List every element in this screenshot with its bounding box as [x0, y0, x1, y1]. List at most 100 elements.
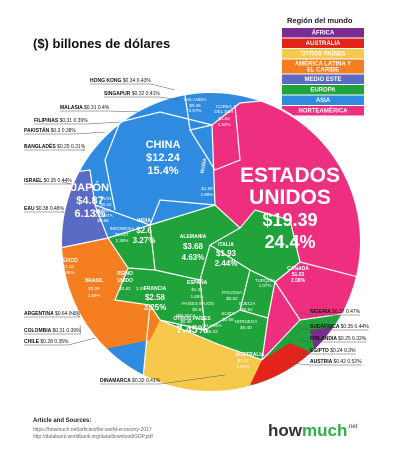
label-china: CHINA [146, 139, 181, 151]
inner-labels: ESTADOS UNIDOS $19.39 24.4% CHINA $12.24… [58, 97, 340, 369]
label-indonesia-value: $1.02T [115, 232, 129, 237]
callout-leader [69, 311, 81, 318]
callout-label: COLOMBIA $0.31 0.39% [24, 328, 81, 334]
callout-leader [75, 131, 106, 135]
callout-label: FILIPINAS $0.31 0.39% [34, 118, 88, 124]
label-brazil-value: $2.06 [88, 286, 100, 291]
label-korea-line2: DEL SUR [214, 109, 234, 114]
callout-leader [61, 181, 72, 185]
callout-label: EAU $0.38 0.48% [24, 206, 65, 212]
label-saudi-line2: SAUDITA [93, 213, 112, 218]
legend-label: AUSTRALIA [306, 41, 341, 47]
callout-leader [299, 327, 311, 331]
label-mexico-share: 1.45% [62, 270, 75, 275]
label-russia: RUSIA [200, 157, 209, 174]
callout-dinamarca: DINAMARCA $0.32 0.41% [100, 374, 226, 385]
label-iran-value: $0.44 [100, 202, 112, 207]
label-indonesia-share: 1.28% [116, 238, 129, 243]
cell-europe [108, 205, 300, 360]
label-france-value: $2.58 [145, 293, 166, 302]
label-italy-value: $1.93 [216, 249, 237, 258]
callout-label: SINGAPUR $0.32 0.41% [104, 91, 160, 97]
callout-leader [68, 337, 96, 346]
callout-label: ISRAEL $0.35 0.44% [24, 178, 72, 184]
label-france-share: 3.25% [144, 303, 167, 312]
callout-leader [289, 362, 311, 366]
label-us-line1: ESTADOS [240, 164, 340, 187]
label-japan: JAPÓN [71, 181, 109, 194]
callout-leader [160, 374, 226, 385]
callout-label: AUSTRIA $0.42 0.52% [310, 359, 362, 365]
label-thailand-share: 0.57% [189, 108, 202, 113]
callout-label: HONG KONG $0.34 0.43% [90, 78, 151, 84]
label-thailand-value: $0.45 [189, 103, 201, 108]
label-france: FRANCIA [144, 286, 167, 292]
label-mexico: MÉXICO [58, 256, 78, 264]
label-india-value: $2.6 [136, 226, 152, 235]
footer-heading: Article and Sources: [33, 418, 91, 424]
label-norway-value: $0.40 [240, 325, 252, 330]
legend-swatch [282, 28, 364, 38]
label-turkey: TURQUÍA [255, 277, 275, 283]
callout-leader [297, 339, 311, 343]
label-korea-value: $1.53 [218, 116, 230, 121]
label-norway: NORUEGA [235, 319, 258, 324]
chart-circle-outline [60, 91, 362, 393]
cell-australia [250, 343, 310, 385]
legend-label: ASIA [316, 98, 331, 104]
callout-leader [294, 351, 311, 355]
label-turkey-share: 1.07% [259, 283, 272, 288]
callout-pakistán: PAKISTÁN $0.3 0.38% [24, 127, 106, 135]
label-canada-value: $1.65 [292, 272, 305, 278]
label-switzerland: SUIZA [221, 311, 234, 316]
legend-swatch [282, 49, 364, 59]
footer-link-2: http://databank.worldbank.org/data/downl… [33, 434, 153, 440]
footer: Article and Sources: https://howmuch.net… [33, 418, 153, 440]
cell-canada [262, 262, 361, 360]
label-spain-share: 1.65% [191, 294, 204, 299]
howmuch-logo: howmuch.net [268, 421, 358, 440]
label-spain: ESPAÑA [187, 279, 208, 286]
label-brazil-share: 2.59% [88, 293, 101, 298]
label-germany-share: 4.63% [182, 253, 205, 262]
label-australia: AUSTRALIA [236, 352, 265, 358]
callout-chile: CHILE $0.28 0.35% [24, 337, 96, 346]
label-sweden: SUECIA [239, 301, 256, 306]
label-uk-line1: REINO [117, 271, 133, 277]
legend-label: ÁFRICA [312, 30, 335, 37]
callout-israel: ISRAEL $0.35 0.44% [24, 178, 72, 185]
callout-leader [87, 121, 121, 125]
legend: Región del mundo ÁFRICA AUSTRALIA OTROS PA… [282, 16, 364, 116]
label-germany-value: $3.68 [183, 242, 204, 251]
callout-argentina: ARGENTINA $0.64 0.8% [24, 311, 81, 318]
callout-label: CHILE $0.28 0.35% [24, 339, 69, 345]
label-italy: ITALIA [218, 242, 234, 248]
callout-label: ARGENTINA $0.64 0.8% [24, 311, 81, 317]
label-ireland-value: $0.33 [206, 329, 218, 334]
label-otros-share: 7.45% [176, 324, 207, 336]
legend-label: OTROS PAÍSES [301, 50, 346, 58]
label-otros-paises: OTROS PAÍSES [173, 314, 211, 322]
chart-title: ($) billones de dólares [33, 36, 170, 51]
callout-label: FINLANDIA $0.25 0.32% [310, 336, 367, 342]
callout-leader [299, 312, 311, 316]
callout-label: PAKISTÁN $0.3 0.38% [24, 127, 76, 134]
label-saudi-value: $0.68 [97, 218, 109, 223]
legend-label: AMÉRICA LATINA Y EL CARIBE [295, 60, 351, 74]
legend-swatch [282, 59, 364, 74]
label-japan-share: 6.13% [74, 208, 105, 220]
callout-bangladés: BANGLADÉS $0.25 0.31% [24, 142, 86, 151]
legend-label: NORTEAMÉRICA [299, 107, 349, 115]
legend-swatch [282, 38, 364, 48]
label-germany: ALEMANIA [180, 234, 207, 240]
label-netherlands-value: $0.83 [192, 307, 204, 312]
legend-swatch [282, 106, 364, 116]
label-uk-share: 3.3% [136, 286, 146, 291]
callout-sudáfrica: SUDÁFRICA $0.35 0.44% [299, 323, 369, 331]
label-uk-line2: UNIDO [117, 278, 133, 284]
callout-nigeria: NIGERIA $0.37 0.47% [299, 309, 361, 316]
label-iran: IRÁN [101, 195, 112, 201]
label-india-share: 3.27% [133, 236, 156, 245]
callout-label: MALASIA $0.31 0.4% [60, 105, 110, 111]
